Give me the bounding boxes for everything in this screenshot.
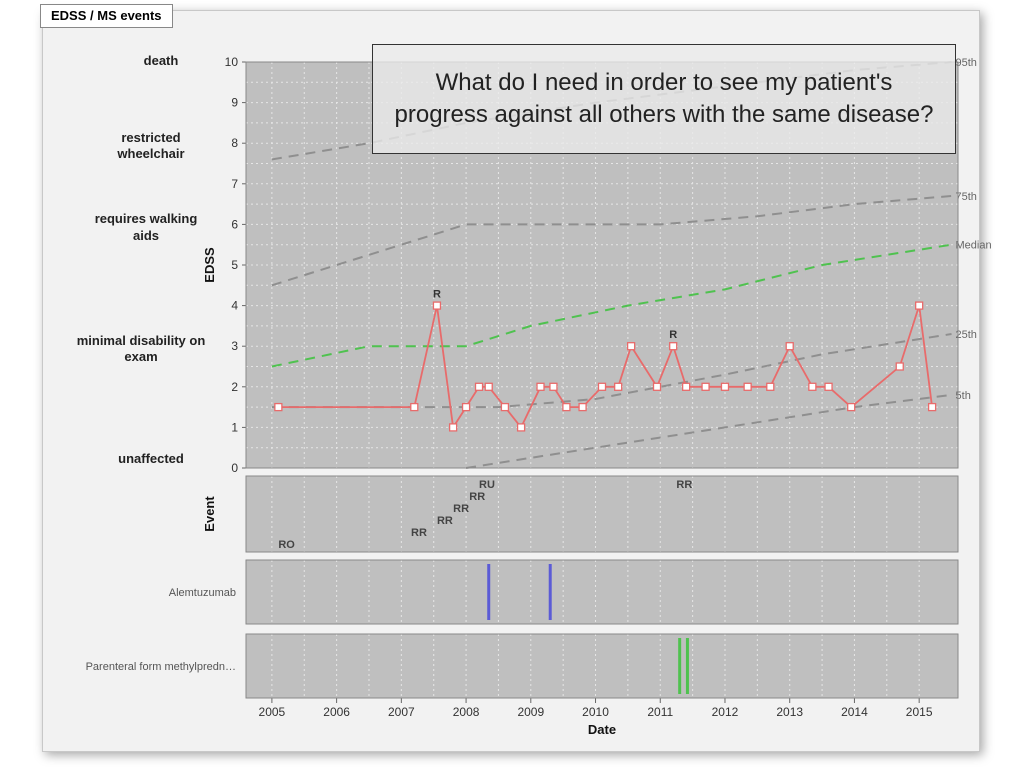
y-annotation: minimal disability on exam: [76, 333, 206, 366]
svg-text:2: 2: [231, 380, 238, 394]
svg-text:Parenteral form methylpredn…: Parenteral form methylpredn…: [86, 661, 236, 673]
svg-text:RU: RU: [479, 479, 495, 491]
svg-text:RR: RR: [469, 491, 485, 503]
y-annotation: death: [116, 53, 206, 69]
svg-text:2010: 2010: [582, 705, 609, 719]
svg-text:RR: RR: [437, 515, 453, 527]
svg-text:EDSS: EDSS: [202, 247, 217, 283]
svg-text:2012: 2012: [712, 705, 739, 719]
svg-text:10: 10: [225, 55, 239, 69]
y-annotation: requires walking aids: [86, 211, 206, 244]
svg-text:25th: 25th: [956, 329, 977, 341]
svg-text:8: 8: [231, 136, 238, 150]
svg-text:3: 3: [231, 339, 238, 353]
svg-text:2007: 2007: [388, 705, 415, 719]
tab-edss-events[interactable]: EDSS / MS events: [40, 4, 173, 28]
svg-text:RR: RR: [411, 527, 427, 539]
callout-question: What do I need in order to see my patien…: [372, 44, 956, 154]
svg-text:1: 1: [231, 420, 238, 434]
svg-text:5: 5: [231, 258, 238, 272]
svg-text:RR: RR: [453, 503, 469, 515]
svg-text:4: 4: [231, 299, 238, 313]
y-annotation: unaffected: [96, 451, 206, 467]
svg-text:2011: 2011: [647, 705, 673, 719]
svg-text:2015: 2015: [906, 705, 933, 719]
svg-text:RR: RR: [676, 479, 692, 491]
svg-text:95th: 95th: [956, 57, 977, 69]
svg-text:2008: 2008: [453, 705, 480, 719]
svg-text:7: 7: [231, 177, 238, 191]
svg-text:Date: Date: [588, 722, 616, 737]
y-annotation: restricted wheelchair: [96, 130, 206, 163]
svg-text:6: 6: [231, 217, 238, 231]
svg-text:2009: 2009: [517, 705, 544, 719]
svg-text:9: 9: [231, 96, 238, 110]
svg-text:RO: RO: [278, 539, 295, 551]
svg-text:75th: 75th: [956, 191, 977, 203]
svg-text:Alemtuzumab: Alemtuzumab: [169, 587, 236, 599]
svg-text:R: R: [669, 329, 677, 341]
svg-text:0: 0: [231, 461, 238, 475]
svg-text:2013: 2013: [776, 705, 803, 719]
svg-text:2005: 2005: [259, 705, 286, 719]
svg-text:2006: 2006: [323, 705, 350, 719]
svg-text:2014: 2014: [841, 705, 868, 719]
svg-text:Median: Median: [956, 240, 992, 252]
svg-text:R: R: [433, 289, 441, 301]
svg-text:Event: Event: [202, 496, 217, 532]
